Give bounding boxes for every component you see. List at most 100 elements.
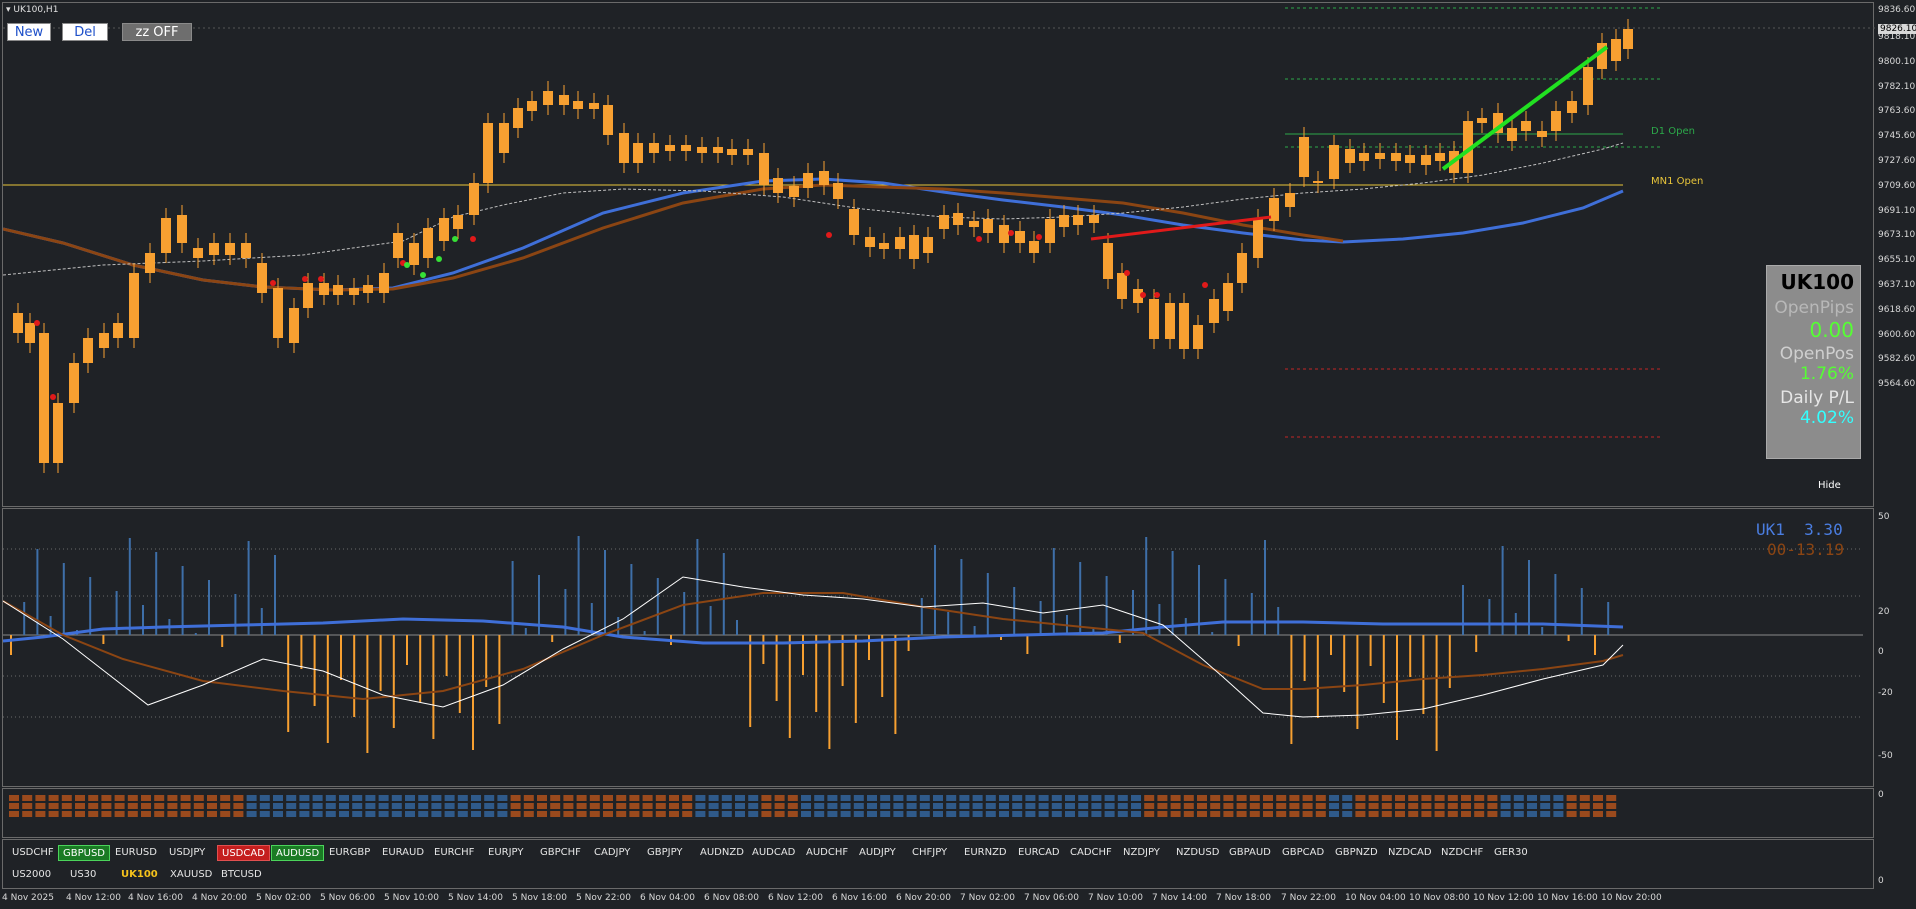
price-axis-label: 9618.60	[1878, 304, 1916, 315]
symbol-button-gbpjpy[interactable]: GBPJPY	[647, 847, 683, 858]
strength-cell	[378, 803, 389, 809]
trend-line-red	[1090, 215, 1272, 241]
symbol-button-gbpnzd[interactable]: GBPNZD	[1335, 847, 1378, 858]
symbol-button-eurcad[interactable]: EURCAD	[1018, 847, 1060, 858]
zigzag-toggle-button[interactable]: zz OFF	[122, 23, 192, 41]
hide-button[interactable]: Hide	[1818, 480, 1841, 491]
strength-cell	[787, 795, 798, 801]
symbol-button-cadchf[interactable]: CADCHF	[1070, 847, 1112, 858]
signal-dot-red	[1008, 230, 1014, 236]
symbol-button-nzdusd[interactable]: NZDUSD	[1176, 847, 1220, 858]
strength-cell	[444, 795, 455, 801]
symbol-button-cadjpy[interactable]: CADJPY	[594, 847, 631, 858]
strength-cell	[61, 803, 72, 809]
symbol-button-eurusd[interactable]: EURUSD	[115, 847, 157, 858]
strength-cell	[1527, 811, 1537, 817]
strength-cell	[325, 803, 336, 809]
symbol-button-eurnzd[interactable]: EURNZD	[964, 847, 1007, 858]
symbol-button-chfjpy[interactable]: CHFJPY	[912, 847, 948, 858]
symbol-button-gbpchf[interactable]: GBPCHF	[540, 847, 581, 858]
strength-cell	[537, 795, 547, 801]
symbol-button-gbpusd[interactable]: GBPUSD	[58, 845, 111, 861]
strength-cell	[471, 803, 481, 809]
strength-cell	[616, 803, 627, 809]
price-axis-label: 9600.60	[1878, 329, 1916, 340]
symbol-button-eurgbp[interactable]: EURGBP	[329, 847, 371, 858]
symbol-button-audnzd[interactable]: AUDNZD	[700, 847, 744, 858]
price-chart[interactable]	[3, 3, 1875, 508]
strength-cell	[365, 803, 376, 809]
strength-cell	[1263, 811, 1273, 817]
new-button[interactable]: New	[7, 23, 51, 41]
symbol-button-audusd[interactable]: AUDUSD	[271, 845, 325, 861]
candle-body	[573, 101, 583, 109]
symbol-button-uk100[interactable]: UK100	[121, 869, 158, 880]
strength-cell	[352, 811, 363, 817]
strength-cell	[1276, 795, 1287, 801]
strength-cell	[510, 811, 521, 817]
strength-cell	[352, 803, 363, 809]
delete-button[interactable]: Del	[62, 23, 108, 41]
strength-cell	[827, 795, 838, 801]
symbol-button-audcad[interactable]: AUDCAD	[752, 847, 796, 858]
symbol-button-ger30[interactable]: GER30	[1494, 847, 1528, 858]
candle-body	[1521, 121, 1531, 131]
symbol-button-xauusd[interactable]: XAUUSD	[170, 869, 213, 880]
symbol-button-usdcad[interactable]: USDCAD	[217, 845, 270, 861]
strength-cell	[1065, 811, 1075, 817]
candle-body	[1435, 153, 1445, 161]
strength-cell	[774, 811, 785, 817]
triangle-down-icon[interactable]: ▾	[6, 5, 11, 15]
strength-cell	[1223, 795, 1234, 801]
strength-cell	[787, 803, 798, 809]
signal-dot-red	[318, 276, 324, 282]
candle-body	[1103, 243, 1113, 279]
strength-cell	[853, 803, 864, 809]
price-axis-label: 9836.60	[1878, 5, 1916, 15]
strength-cell	[471, 811, 481, 817]
candle-body	[1045, 219, 1055, 243]
indicator-chart[interactable]	[3, 509, 1875, 788]
indicator-axis-label: -50	[1878, 751, 1893, 761]
symbol-button-eurchf[interactable]: EURCHF	[434, 847, 475, 858]
symbol-button-us2000[interactable]: US2000	[12, 869, 52, 880]
symbol-button-gbpaud[interactable]: GBPAUD	[1229, 847, 1271, 858]
price-axis-label: 9727.60	[1878, 156, 1916, 166]
strength-cell	[365, 795, 376, 801]
strength-cell	[933, 803, 943, 809]
symbol-button-nzdjpy[interactable]: NZDJPY	[1123, 847, 1160, 858]
strength-cell	[497, 803, 508, 809]
strength-cell	[853, 795, 864, 801]
candle-body	[1391, 153, 1401, 161]
time-axis-label: 5 Nov 18:00	[512, 893, 567, 903]
strength-cell	[655, 795, 666, 801]
candle-body	[1329, 145, 1339, 179]
symbol-button-nzdcad[interactable]: NZDCAD	[1388, 847, 1432, 858]
symbol-button-btcusd[interactable]: BTCUSD	[221, 869, 262, 880]
strength-cell	[22, 795, 33, 801]
strength-cell	[88, 803, 99, 809]
symbol-button-usdjpy[interactable]: USDJPY	[169, 847, 206, 858]
strength-cell	[972, 795, 983, 801]
symbol-button-audchf[interactable]: AUDCHF	[806, 847, 849, 858]
candle-body	[225, 243, 235, 255]
strength-cell	[1025, 795, 1036, 801]
strength-cell	[339, 795, 349, 801]
symbol-button-usdchf[interactable]: USDCHF	[12, 847, 54, 858]
symbol-button-gbpcad[interactable]: GBPCAD	[1282, 847, 1325, 858]
symbol-button-eurjpy[interactable]: EURJPY	[488, 847, 524, 858]
candle-body	[319, 283, 329, 295]
open-pips-value: 0.00	[1809, 318, 1854, 342]
strength-cell	[1368, 795, 1379, 801]
symbol-button-us30[interactable]: US30	[70, 869, 97, 880]
strength-cell	[550, 795, 561, 801]
strength-cell	[748, 795, 759, 801]
symbol-button-nzdchf[interactable]: NZDCHF	[1441, 847, 1484, 858]
strength-cell	[1131, 795, 1141, 801]
symbol-button-audjpy[interactable]: AUDJPY	[859, 847, 896, 858]
price-chart-pane[interactable]	[2, 2, 1875, 508]
indicator-pane[interactable]	[2, 508, 1874, 787]
time-axis-label: 4 Nov 12:00	[66, 893, 121, 903]
symbol-button-euraud[interactable]: EURAUD	[382, 847, 425, 858]
strength-cell	[312, 803, 323, 809]
